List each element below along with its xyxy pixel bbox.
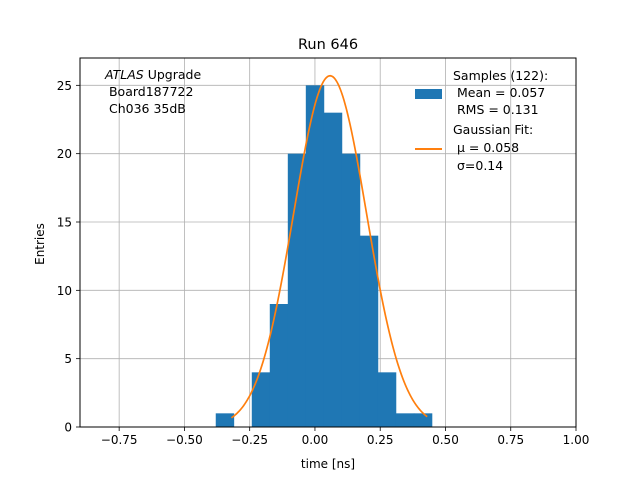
y-tick-label: 20 [57, 147, 72, 161]
atlas-annotation: ATLAS Upgrade Board187722 Ch036 35dB [104, 67, 201, 116]
histogram-bar [251, 372, 271, 427]
histogram-bar [413, 413, 433, 427]
x-axis: −0.75 −0.50 −0.25 0.00 0.25 0.50 0.75 1.00 [101, 427, 590, 447]
legend: Samples (122): Mean = 0.057 RMS = 0.131 … [415, 68, 548, 173]
annotation-line-3: Ch036 35dB [105, 101, 186, 116]
y-tick-label: 0 [64, 421, 72, 435]
histogram-bar [269, 304, 289, 427]
x-axis-label: time [ns] [301, 457, 355, 471]
gaussian-fit-curve [230, 74, 428, 419]
x-tick-label: −0.75 [101, 433, 138, 447]
legend-samples-title: Samples (122): [453, 68, 548, 83]
x-tick-label: 0.00 [302, 433, 329, 447]
legend-samples-rms: RMS = 0.131 [453, 102, 539, 117]
plot-frame [79, 57, 577, 428]
legend-fit-mu: μ = 0.058 [453, 140, 519, 155]
chart-title: Run 646 [298, 37, 358, 53]
annotation-line-2: Board187722 [105, 84, 193, 99]
x-tick-label: 0.25 [367, 433, 394, 447]
y-tick-label: 5 [64, 352, 72, 366]
histogram-bar [359, 235, 379, 427]
x-tick-label: 1.00 [563, 433, 590, 447]
histogram-bar [341, 153, 361, 427]
annotation-atlas: ATLAS [104, 67, 144, 82]
histogram-bar [323, 112, 343, 428]
legend-samples-patch [415, 89, 442, 99]
y-axis: 0 5 10 15 20 25 [57, 79, 80, 435]
x-tick-label: 0.50 [432, 433, 459, 447]
legend-fit-title: Gaussian Fit: [453, 122, 533, 137]
legend-samples-mean: Mean = 0.057 [453, 85, 545, 100]
annotation-line-1: ATLAS Upgrade [104, 67, 201, 82]
y-tick-label: 25 [57, 79, 72, 93]
histogram-bar [377, 372, 397, 427]
x-tick-label: −0.50 [166, 433, 203, 447]
histogram-bar [215, 413, 235, 427]
annotation-upgrade: Upgrade [144, 67, 202, 82]
fit-curve-group [230, 74, 428, 419]
y-tick-label: 10 [57, 284, 72, 298]
legend-fit-sigma: σ=0.14 [453, 158, 503, 173]
histogram-bar [305, 85, 325, 427]
histogram-bar [395, 413, 415, 427]
x-tick-label: 0.75 [497, 433, 524, 447]
y-tick-label: 15 [57, 216, 72, 230]
y-axis-label: Entries [33, 223, 47, 265]
histogram-bars [215, 85, 433, 428]
x-tick-label: −0.25 [231, 433, 268, 447]
